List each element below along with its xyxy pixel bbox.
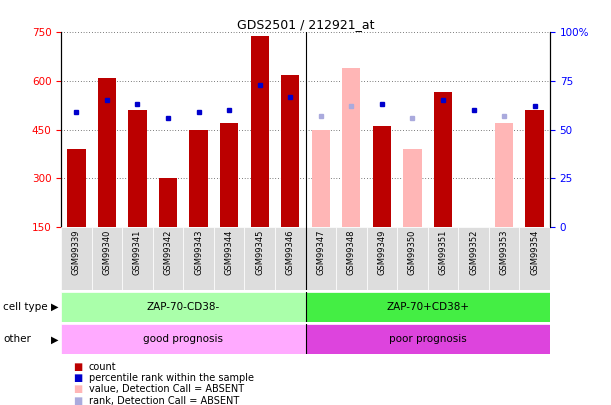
Bar [61,227,92,290]
Text: good prognosis: good prognosis [144,334,223,344]
Bar [306,292,550,322]
Text: ■: ■ [73,396,82,405]
Bar [61,292,306,322]
Bar [153,227,183,290]
Bar [220,123,238,227]
Text: ZAP-70-CD38-: ZAP-70-CD38- [147,302,220,312]
Bar [519,227,550,290]
Text: GSM99342: GSM99342 [164,230,172,275]
Bar [214,227,244,290]
Text: GSM99350: GSM99350 [408,230,417,275]
Text: other: other [3,335,31,344]
Text: GSM99344: GSM99344 [225,230,233,275]
Bar [92,227,122,290]
Bar [251,36,269,227]
Bar [336,227,367,290]
Text: rank, Detection Call = ABSENT: rank, Detection Call = ABSENT [89,396,239,405]
Text: GSM99349: GSM99349 [378,230,386,275]
Bar [495,123,513,227]
Text: GSM99354: GSM99354 [530,230,539,275]
Text: ▶: ▶ [51,302,58,312]
Bar [373,126,391,227]
Text: GSM99346: GSM99346 [286,230,295,275]
Bar [397,227,428,290]
Bar [489,227,519,290]
Bar [403,149,422,227]
Bar [306,227,336,290]
Text: count: count [89,362,116,371]
Text: GSM99341: GSM99341 [133,230,142,275]
Text: GSM99351: GSM99351 [439,230,447,275]
Text: ■: ■ [73,362,82,371]
Text: cell type: cell type [3,302,48,312]
Bar [98,78,116,227]
Text: ZAP-70+CD38+: ZAP-70+CD38+ [386,302,469,312]
Bar [367,227,397,290]
Bar [428,227,458,290]
Bar [281,75,299,227]
Title: GDS2501 / 212921_at: GDS2501 / 212921_at [236,18,375,31]
Bar [67,149,86,227]
Bar [306,324,550,354]
Bar [61,324,306,354]
Bar [244,227,275,290]
Text: ■: ■ [73,373,82,383]
Text: value, Detection Call = ABSENT: value, Detection Call = ABSENT [89,384,244,394]
Bar [434,92,452,227]
Text: GSM99353: GSM99353 [500,230,508,275]
Text: GSM99348: GSM99348 [347,230,356,275]
Text: poor prognosis: poor prognosis [389,334,467,344]
Bar [312,130,330,227]
Bar [458,227,489,290]
Bar [189,130,208,227]
Bar [128,110,147,227]
Bar [275,227,306,290]
Text: GSM99339: GSM99339 [72,230,81,275]
Text: GSM99345: GSM99345 [255,230,264,275]
Text: ▶: ▶ [51,335,58,344]
Text: percentile rank within the sample: percentile rank within the sample [89,373,254,383]
Bar [183,227,214,290]
Bar [122,227,153,290]
Text: GSM99343: GSM99343 [194,230,203,275]
Bar [159,178,177,227]
Bar [342,68,360,227]
Text: GSM99347: GSM99347 [316,230,325,275]
Text: ■: ■ [73,384,82,394]
Bar [525,110,544,227]
Text: GSM99340: GSM99340 [103,230,111,275]
Text: GSM99352: GSM99352 [469,230,478,275]
